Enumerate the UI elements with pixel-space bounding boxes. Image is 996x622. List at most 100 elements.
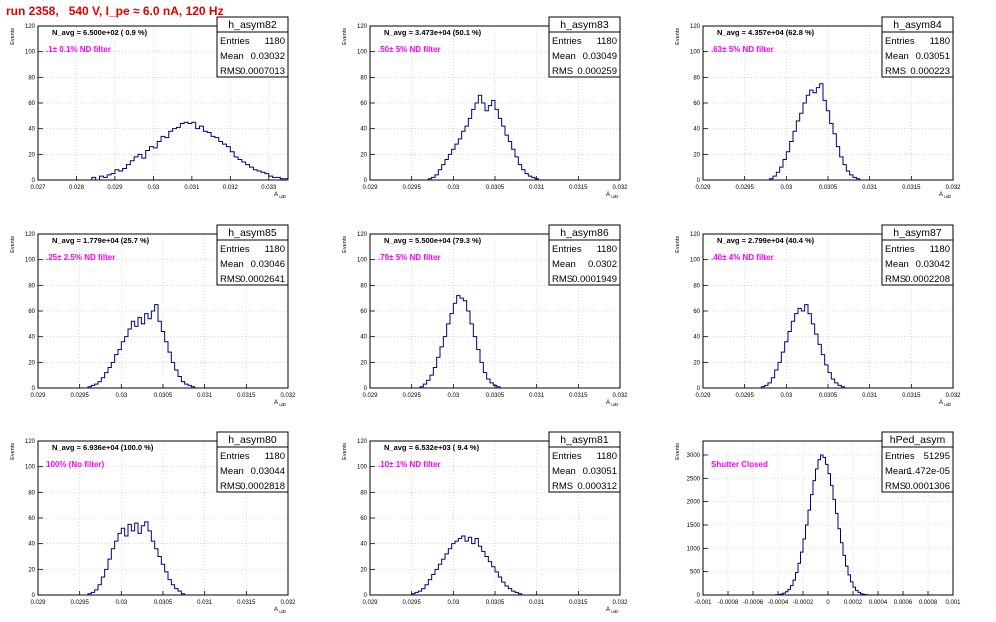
- y-tick-label: 80: [28, 283, 35, 289]
- stats-value: 51295: [924, 451, 950, 462]
- y-tick-label: 0: [32, 593, 36, 599]
- x-tick-label: 0.033: [261, 185, 277, 191]
- y-tick-label: 40: [28, 542, 35, 548]
- x-tick-label: 0.03: [447, 393, 459, 399]
- x-tick-label: 0.028: [69, 185, 85, 191]
- y-tick-label: 100: [690, 258, 701, 264]
- histogram-name: h_asym82: [228, 19, 277, 31]
- x-tick-label: 0.029: [362, 185, 378, 191]
- histogram-title: N_avg = 4.357e+04 (62.8 %): [717, 28, 815, 37]
- x-axis-label: A uiD: [606, 192, 619, 199]
- histogram-line: [769, 83, 861, 180]
- stats-box: [216, 431, 289, 493]
- y-axis-label: Events: [342, 443, 348, 460]
- histogram-line: [87, 521, 186, 595]
- x-axis-label: A uiD: [606, 400, 619, 407]
- x-tick-label: 0.0305: [486, 393, 505, 399]
- x-tick-label: 0.0305: [819, 393, 838, 399]
- y-axis-label: Events: [342, 236, 348, 253]
- x-tick-label: 0.031: [529, 393, 545, 399]
- y-tick-label: 100: [690, 50, 701, 56]
- stats-value: 1180: [597, 36, 617, 47]
- y-tick-label: 60: [360, 309, 367, 315]
- stats-value: 0.000259: [577, 66, 617, 77]
- x-axis-label: A uiD: [939, 192, 952, 199]
- x-tick-label: 0.03: [148, 185, 160, 191]
- y-tick-label: 20: [28, 567, 35, 573]
- x-tick-label: 0.031: [197, 600, 213, 606]
- y-tick-label: 120: [357, 439, 368, 445]
- x-tick-label: 0.0295: [402, 393, 421, 399]
- stats-box: [881, 16, 954, 78]
- histogram-line: [87, 304, 196, 388]
- histogram-line: [760, 304, 846, 388]
- x-axis-label: A uiD: [274, 192, 287, 199]
- y-tick-label: 100: [357, 50, 368, 56]
- y-axis-label: Events: [10, 236, 16, 253]
- x-tick-label: 0.03: [447, 600, 459, 606]
- y-tick-label: 40: [360, 542, 367, 548]
- y-tick-label: 0: [697, 178, 701, 184]
- stats-label: Mean: [220, 259, 244, 270]
- stats-label: Mean: [885, 51, 909, 62]
- stats-label: RMS: [220, 66, 241, 77]
- stats-value: 0.0007013: [240, 66, 285, 77]
- x-tick-label: 0.0305: [819, 185, 838, 191]
- stats-label: Mean: [552, 466, 576, 477]
- stats-value: 0.0002641: [240, 274, 285, 285]
- y-tick-label: 0: [364, 178, 368, 184]
- filter-note: .63± 5% ND filter: [711, 45, 774, 54]
- stats-label: Mean: [552, 51, 576, 62]
- y-tick-label: 100: [25, 258, 36, 264]
- stats-label: Mean: [220, 466, 244, 477]
- stats-box: [881, 224, 954, 286]
- x-tick-label: 0.0295: [402, 600, 421, 606]
- x-tick-label: 0.03: [780, 185, 792, 191]
- stats-value: 1180: [265, 36, 285, 47]
- filter-note: .50± 5% ND filter: [378, 45, 441, 54]
- stats-label: Entries: [885, 244, 915, 255]
- stats-value: 1180: [597, 451, 617, 462]
- y-tick-label: 100: [25, 465, 36, 471]
- y-tick-label: 20: [693, 152, 700, 158]
- stats-value: 0.0001949: [572, 274, 617, 285]
- histogram-panel: 0.029 0.0295 0.03 0.0305 0.031 0.0315 0.032 0 20…: [10, 224, 296, 407]
- x-tick-label: 0.0305: [486, 185, 505, 191]
- y-tick-label: 40: [360, 335, 367, 341]
- y-tick-label: 80: [693, 283, 700, 289]
- y-tick-label: 40: [360, 127, 367, 133]
- y-tick-label: 100: [357, 258, 368, 264]
- y-tick-label: 40: [28, 127, 35, 133]
- histogram-name: h_asym85: [228, 227, 277, 239]
- x-tick-label: 0.0006: [894, 600, 913, 606]
- stats-value: 0.03032: [251, 51, 285, 62]
- x-tick-label: 0.0295: [70, 600, 89, 606]
- y-tick-label: 500: [690, 570, 701, 576]
- histogram-panel: 0.029 0.0295 0.03 0.0305 0.031 0.0315 0.032 0 20…: [675, 16, 961, 199]
- x-tick-label: 0.029: [30, 393, 46, 399]
- x-tick-label: 0.032: [945, 393, 961, 399]
- x-tick-label: 0.029: [695, 185, 711, 191]
- y-axis-label: Events: [675, 236, 681, 253]
- y-tick-label: 80: [693, 75, 700, 81]
- x-tick-label: 0.029: [362, 393, 378, 399]
- histogram-title: N_avg = 5.500e+04 (79.3 %): [384, 236, 482, 245]
- histogram-line: [419, 295, 501, 388]
- x-tick-label: -0.001: [694, 600, 712, 606]
- x-tick-label: -0.0002: [793, 600, 814, 606]
- x-tick-label: 0.0315: [569, 600, 588, 606]
- x-tick-label: 0.0315: [902, 393, 921, 399]
- stats-value: 0.000223: [910, 66, 950, 77]
- x-tick-label: 0.031: [862, 393, 878, 399]
- y-axis-label: Events: [675, 28, 681, 45]
- stats-value: 0.0302: [588, 259, 617, 270]
- y-tick-label: 120: [690, 24, 701, 30]
- histogram-title: N_avg = 3.473e+04 (50.1 %): [384, 28, 482, 37]
- y-tick-label: 80: [360, 75, 367, 81]
- histogram-line: [427, 94, 539, 180]
- x-tick-label: -0.0008: [718, 600, 739, 606]
- y-tick-label: 60: [693, 309, 700, 315]
- histogram-name: h_asym80: [228, 434, 277, 446]
- x-tick-label: 0.0295: [402, 185, 421, 191]
